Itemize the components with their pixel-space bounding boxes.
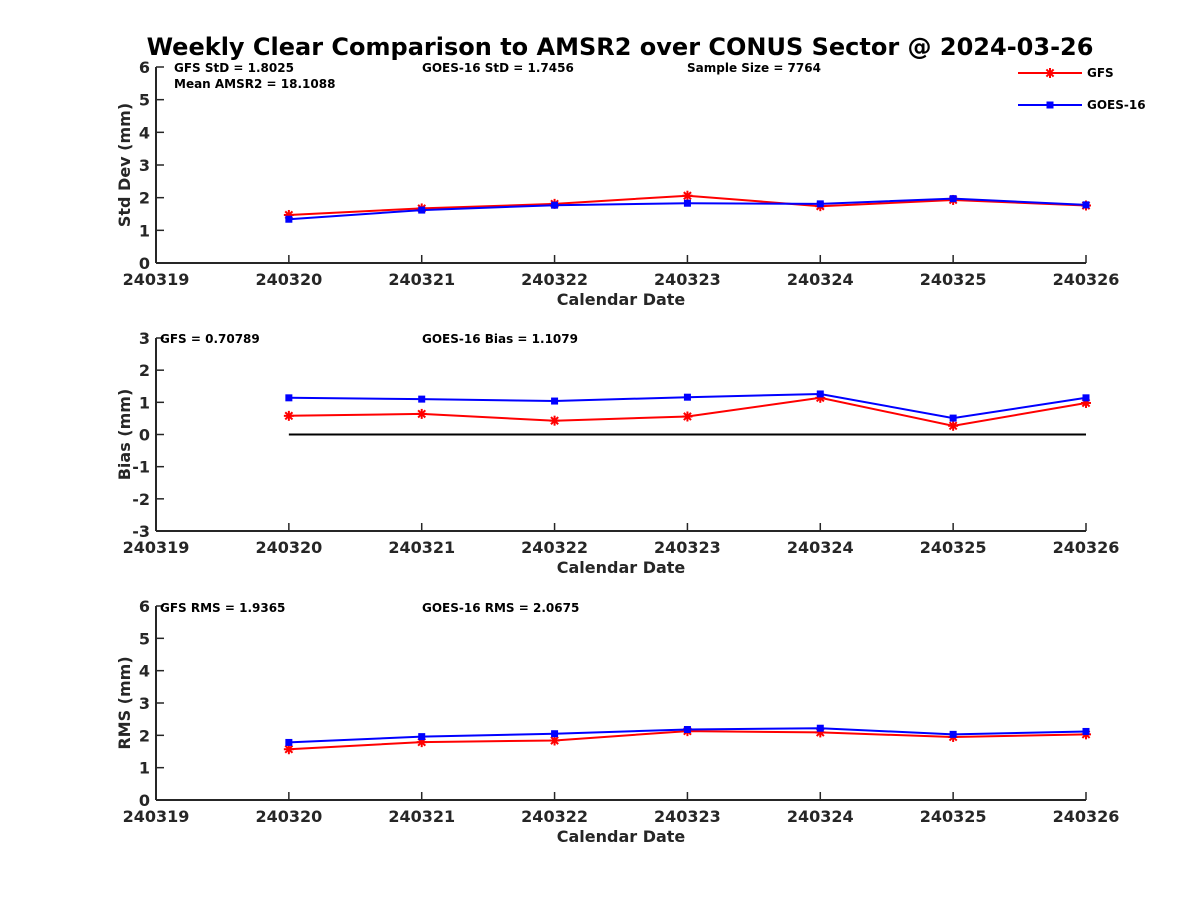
legend: GFS GOES-16 (1018, 66, 1146, 112)
y-axis-label: Bias (mm) (115, 389, 134, 481)
y-tick-label: 4 (139, 123, 150, 142)
y-tick-label: 4 (139, 662, 150, 681)
x-tick-label: 240320 (255, 270, 322, 289)
data-point-goes16 (683, 726, 691, 734)
y-tick-label: 1 (139, 393, 150, 412)
x-tick-label: 240320 (255, 807, 322, 826)
x-tick-label: 240322 (521, 538, 588, 557)
y-tick-label: 3 (139, 329, 150, 348)
data-point-goes16 (418, 395, 426, 403)
stat-annotation: GOES-16 RMS = 2.0675 (422, 601, 579, 615)
y-tick-label: 2 (139, 361, 150, 380)
chart-title: Weekly Clear Comparison to AMSR2 over CO… (147, 33, 1094, 61)
data-point-goes16 (285, 738, 293, 746)
data-point-goes16 (949, 414, 957, 422)
y-axis-label: Std Dev (mm) (115, 103, 134, 227)
data-point-goes16 (551, 730, 559, 738)
data-point-gfs (416, 408, 427, 419)
y-axis-label: RMS (mm) (115, 656, 134, 749)
data-point-goes16 (683, 393, 691, 401)
x-tick-label: 240323 (654, 270, 721, 289)
data-point-gfs (682, 411, 693, 422)
y-tick-label: 0 (139, 254, 150, 273)
data-point-gfs (283, 410, 294, 421)
data-point-goes16 (816, 724, 824, 732)
x-tick-label: 240319 (123, 270, 190, 289)
y-tick-label: 5 (139, 91, 150, 110)
y-tick-label: -3 (132, 522, 150, 541)
y-tick-label: 3 (139, 156, 150, 175)
data-point-goes16 (285, 215, 293, 223)
data-point-goes16 (551, 201, 559, 209)
data-point-goes16 (816, 200, 824, 208)
y-tick-label: 1 (139, 221, 150, 240)
y-tick-label: 6 (139, 597, 150, 616)
data-point-goes16 (1082, 394, 1090, 402)
x-tick-label: 240321 (388, 270, 455, 289)
data-point-goes16 (949, 195, 957, 203)
data-point-gfs (549, 415, 560, 426)
stat-annotation: Sample Size = 7764 (687, 61, 821, 75)
data-point-gfs (948, 420, 959, 431)
data-point-gfs (549, 735, 560, 746)
stat-annotation: GOES-16 StD = 1.7456 (422, 61, 574, 75)
stat-annotation: GFS RMS = 1.9365 (160, 601, 285, 615)
y-tick-label: 0 (139, 426, 150, 445)
rms-panel: 0 1 2 3 4 5 6 240319 240320 240321 240322 240323 240… (115, 597, 1119, 846)
x-tick-label: 240324 (787, 807, 854, 826)
stat-annotation: GOES-16 Bias = 1.1079 (422, 332, 578, 346)
y-tick-label: -1 (132, 458, 150, 477)
data-point-gfs (682, 190, 693, 201)
legend-gfs-marker (1045, 68, 1055, 78)
data-point-goes16 (551, 397, 559, 405)
data-point-goes16 (683, 199, 691, 207)
x-tick-label: 240321 (388, 807, 455, 826)
y-tick-label: 3 (139, 694, 150, 713)
x-tick-label: 240326 (1053, 270, 1120, 289)
data-point-goes16 (1082, 201, 1090, 209)
x-tick-label: 240323 (654, 807, 721, 826)
y-tick-label: 6 (139, 58, 150, 77)
stat-annotation: GFS StD = 1.8025 (174, 61, 294, 75)
x-axis-label: Calendar Date (557, 827, 686, 846)
x-tick-label: 240321 (388, 538, 455, 557)
y-tick-label: 5 (139, 629, 150, 648)
stat-annotation: GFS = 0.70789 (160, 332, 260, 346)
y-tick-label: 2 (139, 726, 150, 745)
x-tick-label: 240324 (787, 270, 854, 289)
std-dev-panel: 0 1 2 3 4 5 6 240319 240320 240321 240322 240323 240… (115, 58, 1119, 309)
legend-goes16-marker (1046, 101, 1054, 109)
data-point-goes16 (418, 733, 426, 741)
x-tick-label: 240323 (654, 538, 721, 557)
legend-gfs-label: GFS (1087, 66, 1114, 80)
data-point-goes16 (949, 730, 957, 738)
legend-goes16-label: GOES-16 (1087, 98, 1146, 112)
x-tick-label: 240322 (521, 807, 588, 826)
x-tick-label: 240319 (123, 538, 190, 557)
x-tick-label: 240326 (1053, 807, 1120, 826)
bias-panel: -3 -2 -1 0 1 2 3 240319 240320 240321 240322 240323… (115, 329, 1119, 577)
x-tick-label: 240325 (920, 538, 987, 557)
y-tick-label: 2 (139, 189, 150, 208)
x-tick-label: 240320 (255, 538, 322, 557)
x-tick-label: 240326 (1053, 538, 1120, 557)
x-tick-label: 240322 (521, 270, 588, 289)
y-tick-label: 1 (139, 759, 150, 778)
stat-annotation: Mean AMSR2 = 18.1088 (174, 77, 335, 91)
data-point-goes16 (1082, 727, 1090, 735)
y-tick-label: -2 (132, 490, 150, 509)
x-tick-label: 240325 (920, 807, 987, 826)
x-axis-label: Calendar Date (557, 290, 686, 309)
data-point-goes16 (816, 390, 824, 398)
x-tick-label: 240324 (787, 538, 854, 557)
x-tick-label: 240319 (123, 807, 190, 826)
data-point-goes16 (418, 206, 426, 214)
x-tick-label: 240325 (920, 270, 987, 289)
x-axis-label: Calendar Date (557, 558, 686, 577)
y-tick-label: 0 (139, 791, 150, 810)
data-point-goes16 (285, 394, 293, 402)
